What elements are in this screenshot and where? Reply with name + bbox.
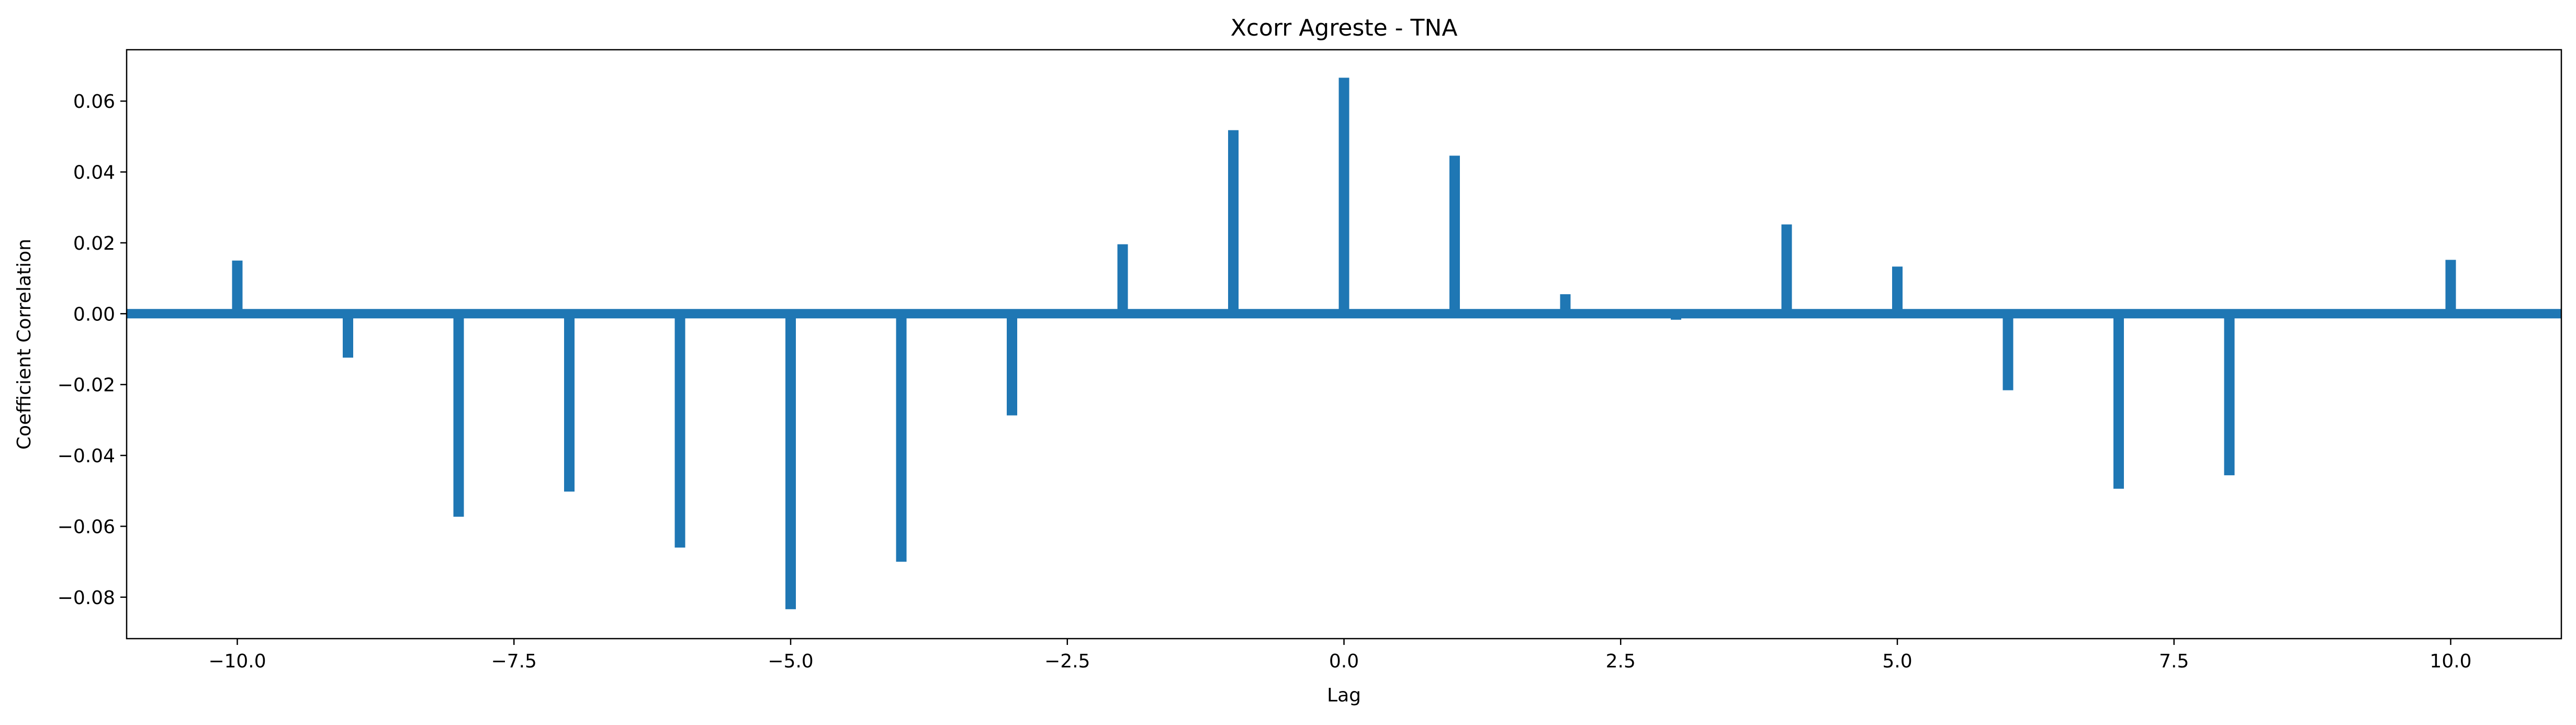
y-tick-label: −0.08 — [58, 587, 115, 609]
x-tick-label: −2.5 — [1044, 651, 1090, 672]
stem-bar — [2445, 260, 2456, 314]
x-tick-label: −7.5 — [491, 651, 537, 672]
stem-bar — [785, 314, 796, 609]
y-tick-label: 0.06 — [73, 91, 115, 113]
stem-bar — [564, 314, 575, 492]
stem-bar — [1892, 266, 1903, 314]
y-axis-label: Coefficient Correlation — [14, 239, 35, 450]
stem-bar — [1007, 314, 1017, 416]
stem-bar — [1338, 77, 1349, 314]
stem-bar — [896, 314, 907, 562]
x-tick-label: 2.5 — [1606, 651, 1636, 672]
x-tick-label: 5.0 — [1882, 651, 1912, 672]
stem-bar — [1449, 155, 1460, 314]
stem-bar — [2003, 314, 2013, 391]
stem-bar — [1228, 130, 1239, 314]
stem-bar — [1117, 244, 1128, 314]
stem-bar — [453, 314, 464, 517]
stem-bar — [1781, 224, 1792, 314]
x-tick-label: 10.0 — [2429, 651, 2471, 672]
y-tick-label: 0.04 — [73, 162, 115, 184]
stem-bar — [2224, 314, 2235, 475]
stem-bar — [1560, 294, 1571, 314]
x-axis-ticks: −10.0 −7.5 −5.0 −2.5 0.0 2.5 5.0 7.5 10.0 — [208, 639, 2472, 672]
x-tick-label: 0.0 — [1329, 651, 1359, 672]
chart-title: Xcorr Agreste - TNA — [1231, 15, 1458, 41]
y-tick-label: −0.02 — [58, 375, 115, 396]
x-tick-label: 7.5 — [2159, 651, 2189, 672]
x-tick-label: −10.0 — [208, 651, 266, 672]
stem-bar — [343, 314, 353, 358]
y-tick-label: 0.00 — [73, 304, 115, 325]
y-tick-label: 0.02 — [73, 233, 115, 254]
y-axis-ticks: −0.08 −0.06 −0.04 −0.02 0.00 0.02 0.04 0.06 — [58, 91, 127, 609]
x-tick-label: −5.0 — [768, 651, 813, 672]
y-tick-label: −0.06 — [58, 516, 115, 538]
y-tick-label: −0.04 — [58, 445, 115, 467]
x-axis-label: Lag — [1327, 685, 1361, 706]
stem-bar — [2113, 314, 2124, 489]
stem-bar — [674, 314, 685, 548]
stem-bar — [232, 260, 243, 314]
plot-area — [127, 77, 2561, 609]
axes-frame — [126, 49, 2562, 640]
